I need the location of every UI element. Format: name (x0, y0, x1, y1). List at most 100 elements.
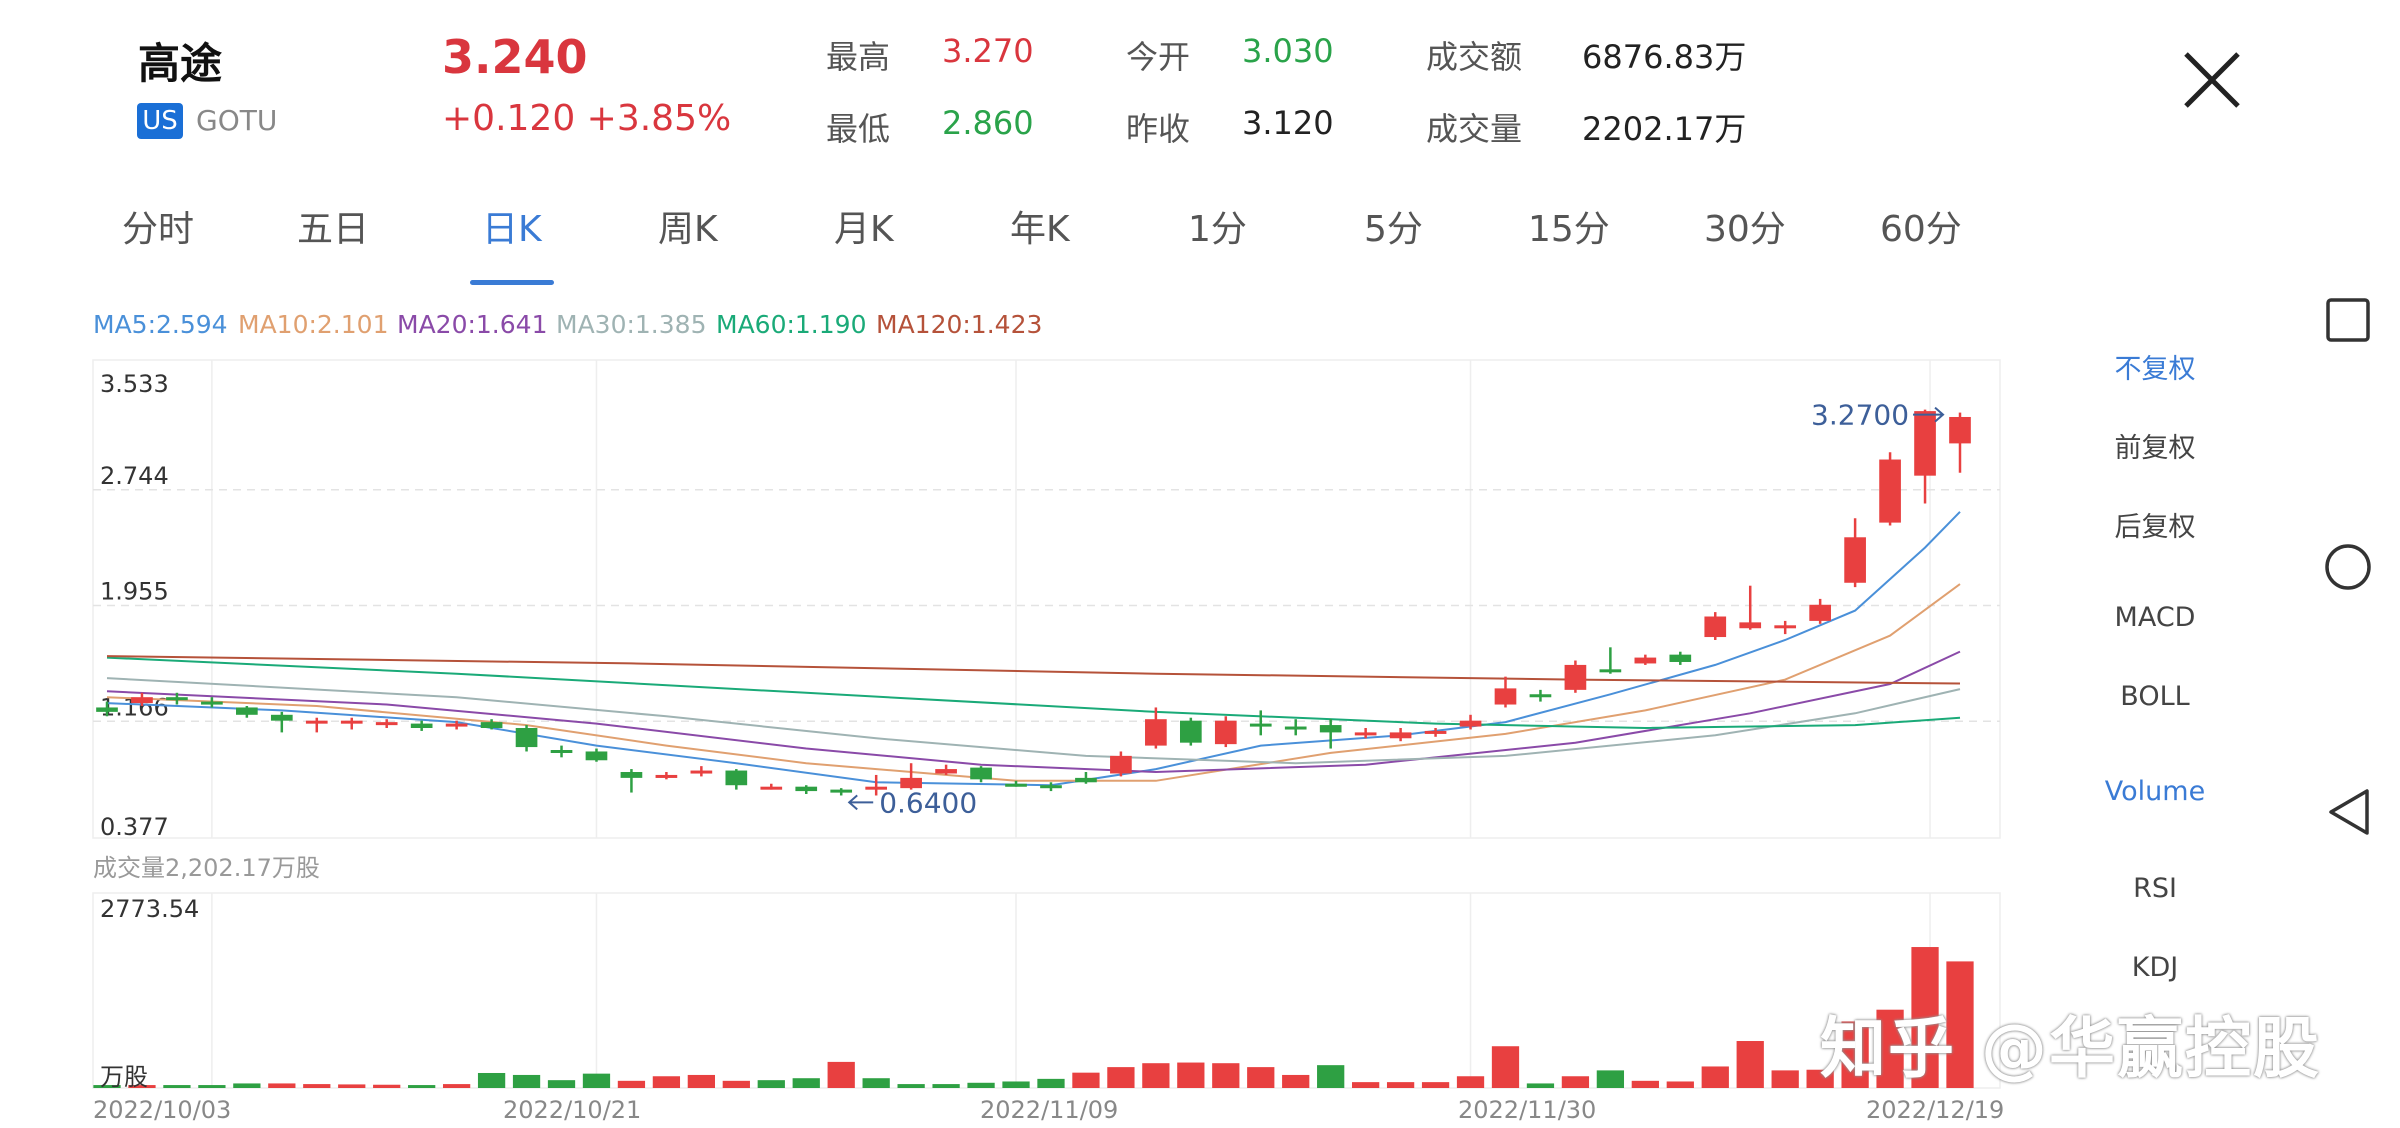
volume-bar (1596, 1070, 1625, 1088)
tab-daily-k[interactable]: 日K (482, 209, 542, 250)
candle (1914, 411, 1936, 476)
volume-bar (1352, 1082, 1380, 1088)
tab-1min[interactable]: 1分 (1188, 209, 1247, 250)
candle (1809, 604, 1831, 621)
candle (1110, 755, 1132, 774)
low-label: 最低 (826, 110, 891, 148)
home-icon[interactable] (2323, 542, 2373, 592)
high-annotation: 3.2700 (1811, 399, 1909, 432)
volume-value: 2202.17万 (1582, 110, 1747, 148)
tab-yearly-k[interactable]: 年K (1010, 209, 1070, 250)
volume-bar (1247, 1067, 1275, 1088)
volume-bar (1142, 1063, 1170, 1088)
candle (1669, 654, 1692, 662)
candles (96, 409, 1971, 796)
ma10-label: MA10:2.101 (238, 310, 389, 339)
candle (1774, 625, 1797, 629)
ma-line-ma30 (106, 677, 1961, 765)
volume-bar (1946, 961, 1974, 1088)
volume-title: 成交量2,202.17万股 (93, 854, 320, 882)
volume-bar (163, 1085, 191, 1088)
candle (1424, 730, 1447, 734)
volume-bar (792, 1078, 820, 1088)
candle (1179, 720, 1202, 743)
high-arrow-head (1934, 406, 1945, 423)
candle (515, 727, 538, 748)
tab-monthly-k[interactable]: 月K (834, 209, 894, 250)
candle (1704, 616, 1727, 638)
volume-bar (1072, 1072, 1100, 1088)
date-axis: 2022/10/03 2022/10/21 2022/11/09 2022/11/30… (93, 1096, 2004, 1124)
prev-close-label: 昨收 (1126, 110, 1191, 148)
menu-volume[interactable]: Volume (2104, 776, 2206, 807)
candle (236, 707, 258, 715)
price-panel-frame (92, 359, 2001, 839)
volume-bar (128, 1085, 156, 1088)
tab-intraday[interactable]: 分时 (122, 209, 195, 250)
volume-bar (1526, 1083, 1555, 1088)
menu-backward-adjust[interactable]: 后复权 (2114, 512, 2196, 543)
volume-bar (1736, 1041, 1764, 1088)
menu-rsi[interactable]: RSI (2133, 873, 2177, 904)
candle (1599, 669, 1622, 673)
price-tick-label: 2.744 (100, 462, 169, 490)
candle (375, 722, 398, 726)
volume-bar (373, 1084, 401, 1088)
volume-label: 成交量 (1426, 110, 1523, 148)
low-annotation: 0.6400 (879, 786, 977, 819)
volume-bar (1107, 1067, 1135, 1088)
menu-kdj[interactable]: KDJ (2131, 952, 2179, 983)
tab-5min[interactable]: 5分 (1364, 209, 1423, 250)
ma120-label: MA120:1.423 (876, 310, 1043, 339)
menu-boll[interactable]: BOLL (2120, 681, 2190, 712)
candle (1075, 777, 1097, 783)
volume-unit-label: 万股 (100, 1063, 148, 1091)
market-badge: US (137, 103, 183, 139)
volume-bar (582, 1073, 611, 1088)
ma-line-ma5 (106, 511, 1961, 787)
candle (410, 723, 433, 728)
candle (1529, 694, 1552, 698)
tab-weekly-k[interactable]: 周K (658, 209, 718, 250)
recent-apps-icon[interactable] (2325, 297, 2371, 343)
volume-bar (1876, 1009, 1904, 1088)
candle (795, 786, 818, 792)
ma20-label: MA20:1.641 (397, 310, 548, 339)
price-tick-label: 0.377 (100, 813, 169, 841)
candle (655, 774, 678, 778)
volume-bar (1701, 1066, 1729, 1088)
close-icon[interactable] (2180, 48, 2244, 112)
back-icon[interactable] (2327, 787, 2371, 837)
candle (760, 786, 783, 790)
turnover-value: 6876.83万 (1582, 38, 1747, 76)
candle (1040, 785, 1062, 789)
volume-bar (1386, 1082, 1415, 1088)
volume-bar (338, 1084, 366, 1088)
volume-bar (1002, 1081, 1030, 1088)
tab-five-day[interactable]: 五日 (297, 209, 370, 250)
volume-bars (93, 947, 1974, 1088)
menu-macd[interactable]: MACD (2114, 602, 2196, 633)
last-price: 3.240 (442, 30, 588, 84)
stock-ticker: GOTU (196, 104, 278, 137)
tab-15min[interactable]: 15分 (1528, 209, 1610, 250)
candle (1564, 664, 1587, 690)
ma-line-ma120 (106, 655, 1961, 685)
high-value: 3.270 (942, 32, 1034, 70)
candle (1249, 723, 1272, 727)
tab-60min[interactable]: 60分 (1880, 209, 1962, 250)
volume-bar (1317, 1065, 1345, 1088)
tab-30min[interactable]: 30分 (1704, 209, 1786, 250)
candle (1879, 459, 1901, 523)
menu-forward-adjust[interactable]: 前复权 (2114, 433, 2196, 464)
volume-bar (827, 1061, 855, 1088)
price-tick-label: 3.533 (100, 370, 169, 398)
candle (340, 720, 363, 724)
volume-bar (1666, 1081, 1694, 1088)
menu-no-adjust[interactable]: 不复权 (2114, 354, 2196, 385)
volume-bar (617, 1080, 646, 1088)
candle (1005, 783, 1027, 787)
candle (1739, 622, 1762, 629)
candle (900, 777, 922, 789)
